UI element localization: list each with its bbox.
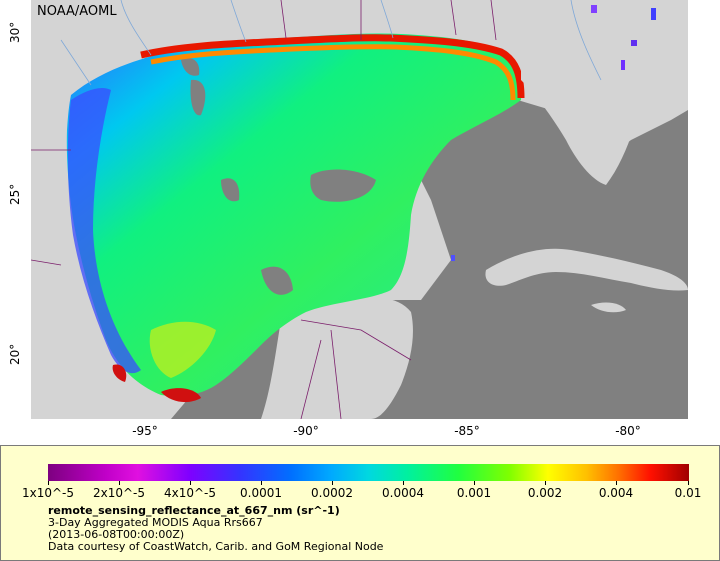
lon-label-95: -95° (132, 424, 158, 438)
colorbar-tick-label: 0.01 (675, 486, 702, 500)
data-speck (451, 255, 455, 261)
data-speck (651, 8, 656, 20)
colorbar-tick-label: 0.0002 (311, 486, 353, 500)
map-canvas: NOAA/AOML (31, 0, 688, 419)
data-speck (621, 60, 625, 70)
lon-label-90: -90° (293, 424, 319, 438)
gulf-of-mexico-map (31, 0, 688, 419)
lat-label-30: 30° (8, 22, 22, 43)
agency-label: NOAA/AOML (37, 4, 117, 19)
colorbar (48, 464, 689, 481)
lon-label-80: -80° (615, 424, 641, 438)
colorbar-tick (403, 481, 404, 485)
colorbar-tick (474, 481, 475, 485)
colorbar-tick (545, 481, 546, 485)
data-speck (631, 40, 637, 46)
colorbar-tick-label: 1x10^-5 (22, 486, 74, 500)
colorbar-tick-label: 0.004 (599, 486, 633, 500)
colorbar-tick-label: 0.002 (528, 486, 562, 500)
lat-label-25: 25° (8, 184, 22, 205)
colorbar-tick-label: 0.0001 (240, 486, 282, 500)
colorbar-tick (332, 481, 333, 485)
credit-label: Data courtesy of CoastWatch, Carib. and … (48, 541, 383, 553)
colorbar-tick-label: 0.001 (457, 486, 491, 500)
colorbar-tick (688, 481, 689, 485)
legend-panel: 1x10^-5 2x10^-5 4x10^-5 0.0001 0.0002 0.… (0, 445, 720, 561)
colorbar-tick-label: 4x10^-5 (164, 486, 216, 500)
colorbar-tick (261, 481, 262, 485)
data-speck (591, 5, 597, 13)
colorbar-tick (48, 481, 49, 485)
colorbar-tick-label: 2x10^-5 (93, 486, 145, 500)
lon-label-85: -85° (454, 424, 480, 438)
lat-label-20: 20° (8, 344, 22, 365)
colorbar-tick (119, 481, 120, 485)
colorbar-tick (616, 481, 617, 485)
colorbar-tick (190, 481, 191, 485)
colorbar-tick-label: 0.0004 (382, 486, 424, 500)
